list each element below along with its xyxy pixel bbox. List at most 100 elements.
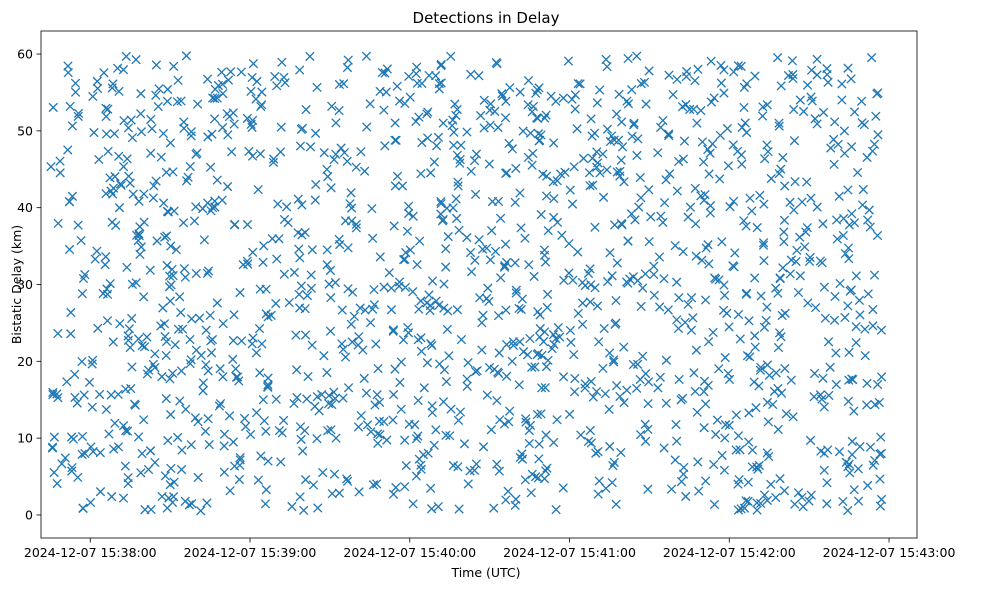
data-point <box>809 392 819 402</box>
data-point <box>776 388 787 398</box>
data-point <box>444 351 454 361</box>
data-point <box>436 196 446 207</box>
data-point <box>101 111 111 122</box>
data-point <box>482 243 492 253</box>
data-point <box>646 212 656 222</box>
data-point <box>616 447 626 458</box>
data-point <box>235 452 245 463</box>
data-point <box>724 420 734 430</box>
data-point <box>729 262 739 272</box>
data-point <box>110 418 120 428</box>
data-point <box>570 104 580 114</box>
data-point <box>752 222 762 233</box>
data-point <box>70 392 80 403</box>
data-point <box>697 137 708 147</box>
data-point <box>198 204 208 214</box>
data-point <box>343 55 353 65</box>
data-point <box>580 379 590 389</box>
data-point <box>527 160 537 170</box>
data-point <box>769 386 780 397</box>
data-point <box>219 429 230 439</box>
data-point <box>479 123 489 133</box>
data-point <box>247 72 257 83</box>
data-point <box>324 279 334 289</box>
data-point <box>747 206 757 216</box>
data-point <box>203 132 213 142</box>
data-point <box>259 241 269 251</box>
data-point <box>123 335 134 346</box>
data-point <box>232 372 243 382</box>
data-point <box>236 67 246 77</box>
data-point <box>201 325 211 335</box>
data-point <box>305 51 315 62</box>
data-point <box>101 103 111 113</box>
data-point <box>795 95 805 105</box>
data-point <box>55 156 65 166</box>
data-point <box>210 84 220 94</box>
data-point <box>716 78 727 88</box>
data-point <box>633 134 643 144</box>
data-point <box>524 425 534 436</box>
data-point <box>112 63 123 73</box>
data-point <box>426 483 436 493</box>
data-point <box>203 414 213 424</box>
data-point <box>251 94 261 104</box>
data-point <box>703 240 713 250</box>
data-point <box>872 230 883 241</box>
data-point <box>47 443 58 453</box>
data-point <box>736 61 746 71</box>
data-point <box>788 73 798 84</box>
data-point <box>63 67 73 78</box>
data-point <box>654 252 665 262</box>
data-point <box>295 141 306 151</box>
data-point <box>595 85 605 95</box>
data-point <box>419 383 429 393</box>
data-point <box>649 261 659 271</box>
data-point <box>818 373 828 383</box>
data-point <box>63 145 73 155</box>
data-point <box>361 51 372 61</box>
data-point <box>559 275 569 286</box>
data-point <box>611 380 622 391</box>
data-point <box>462 127 472 137</box>
data-point <box>218 88 228 99</box>
data-point <box>469 155 480 166</box>
data-point <box>628 359 639 370</box>
data-point <box>773 342 784 353</box>
data-point <box>403 208 414 219</box>
data-point <box>567 199 578 209</box>
data-point <box>533 113 543 124</box>
data-point <box>692 407 702 417</box>
data-point <box>829 315 840 325</box>
data-point <box>728 140 738 150</box>
data-point <box>565 185 575 195</box>
data-point <box>216 67 227 77</box>
data-point <box>176 464 187 475</box>
data-point <box>205 162 216 172</box>
data-point <box>860 324 870 334</box>
data-point <box>601 54 611 65</box>
data-point <box>359 373 369 384</box>
data-point <box>510 258 520 268</box>
data-point <box>739 102 749 113</box>
data-point <box>672 436 682 446</box>
data-point <box>218 372 228 382</box>
data-point <box>388 489 399 499</box>
data-point <box>162 260 172 271</box>
data-point <box>872 379 883 390</box>
data-point <box>683 299 693 310</box>
data-point <box>743 496 753 507</box>
data-point <box>710 274 721 284</box>
data-point <box>552 415 562 425</box>
data-point <box>143 464 154 475</box>
y-tick-label: 60 <box>17 47 33 62</box>
data-point <box>494 466 504 476</box>
data-point <box>374 397 385 408</box>
data-point <box>759 154 770 164</box>
data-point <box>296 434 306 445</box>
data-point <box>215 364 225 374</box>
data-point <box>803 298 813 308</box>
data-point <box>857 118 867 128</box>
data-point <box>525 128 536 138</box>
data-point <box>606 131 617 141</box>
